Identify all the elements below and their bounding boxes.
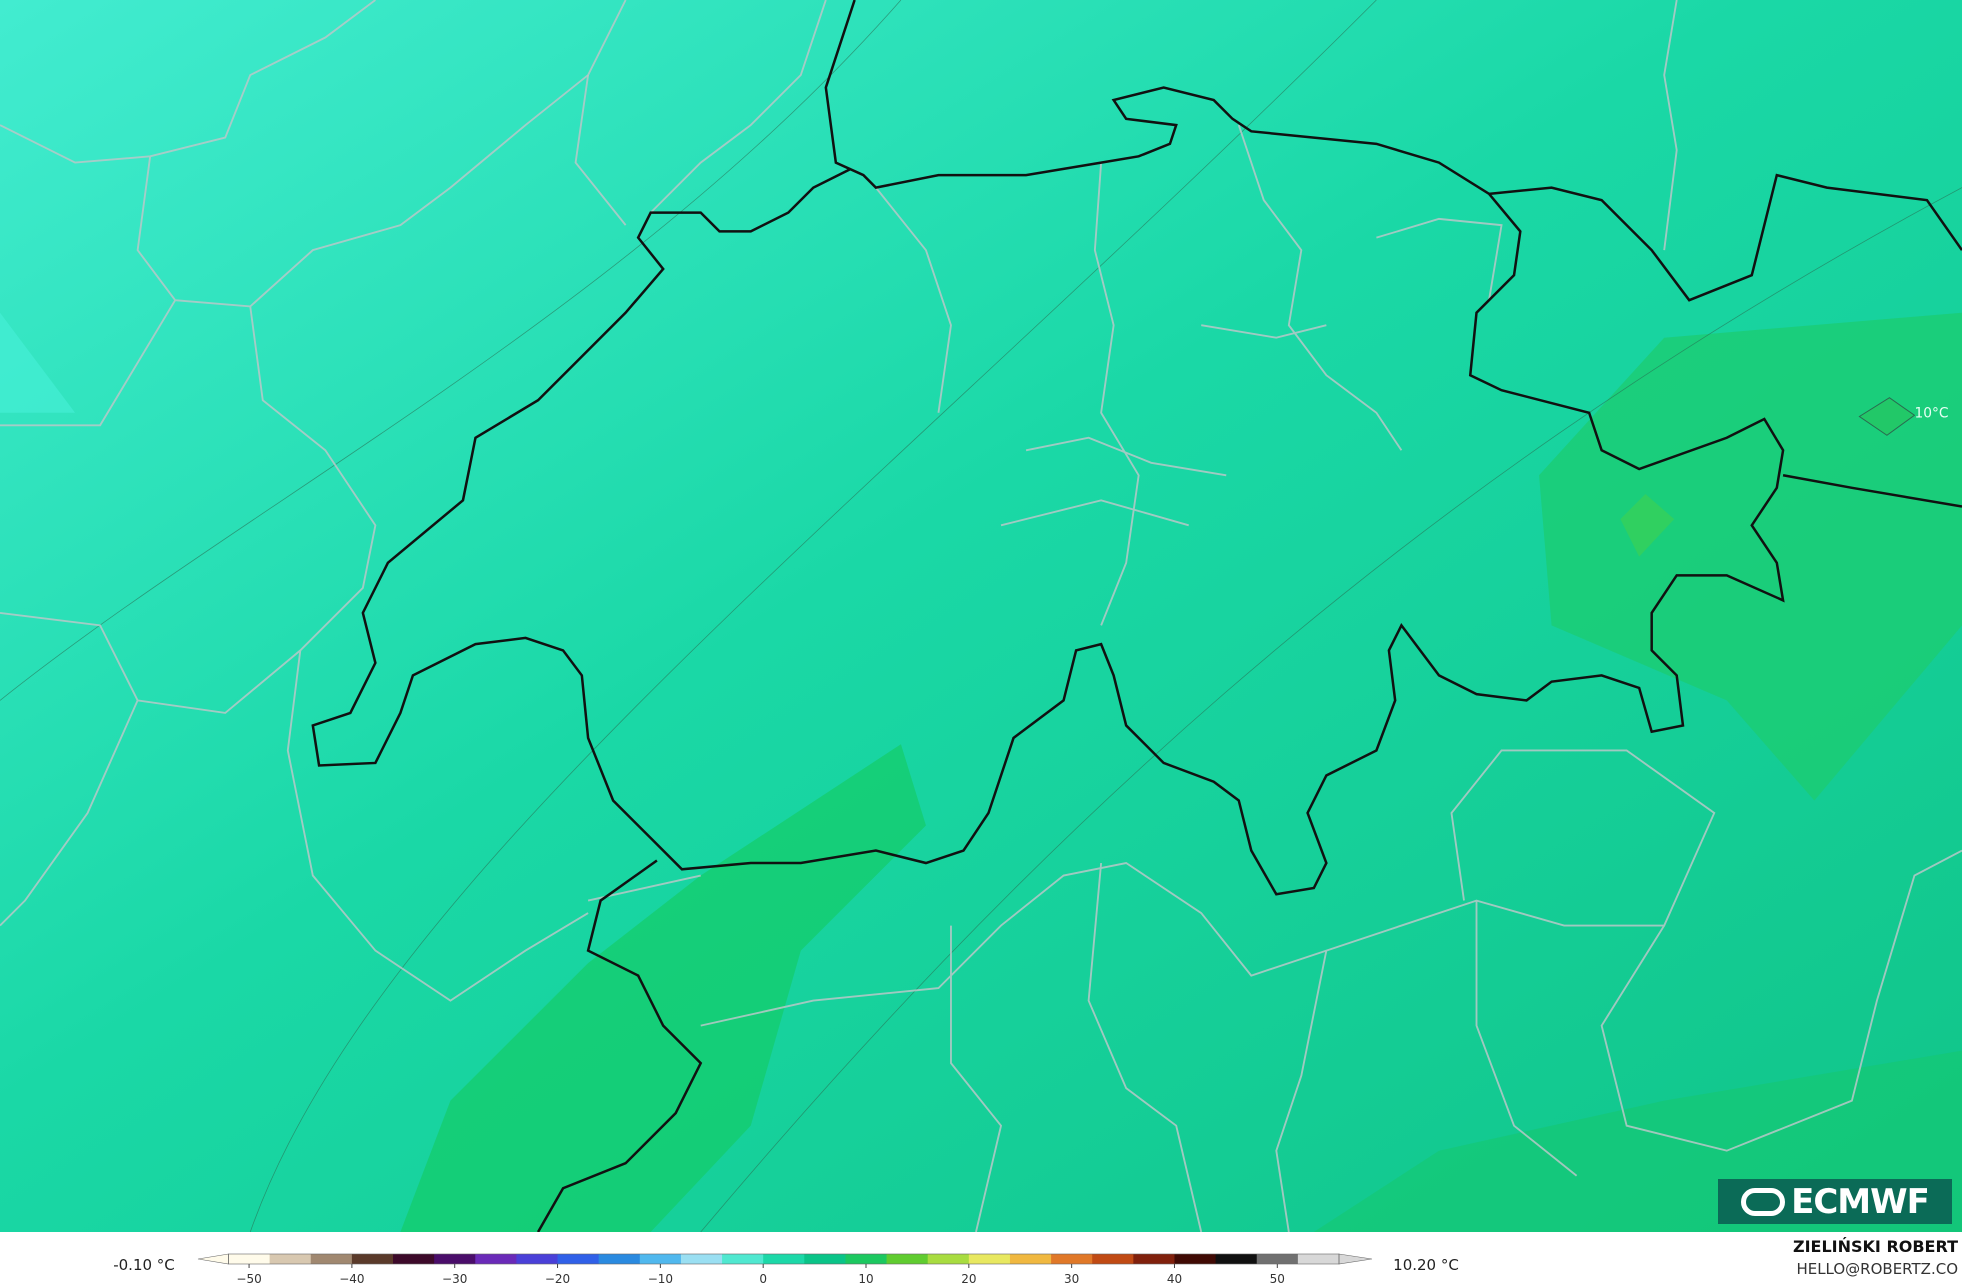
- credit-author: ZIELIŃSKI ROBERT: [1793, 1237, 1958, 1256]
- country-border: [536, 173, 1962, 1232]
- temperature-area: [1539, 312, 1962, 801]
- logo: ECMWF: [1718, 1179, 1952, 1224]
- country-border: [311, 0, 1785, 896]
- colorbar-strip: -0.10 °C 10.20 °C ZIELIŃSKI ROBERT HELLO…: [113, 1237, 1958, 1286]
- colorbar-extend-low: [197, 1253, 229, 1265]
- colorbar-tick-label: −50: [236, 1272, 261, 1286]
- temperature-area: [0, 312, 76, 413]
- colorbar-tick-label: 30: [1064, 1272, 1079, 1286]
- contour-label: 10°C: [1914, 406, 1948, 422]
- credit-contact: HELLO@ROBERTZ.CO: [1796, 1260, 1958, 1278]
- colorbar-segment: [598, 1254, 641, 1264]
- logo-text: ECMWF: [1791, 1181, 1930, 1222]
- colorbar-tick-label: −40: [339, 1272, 364, 1286]
- admin-border: [587, 749, 1962, 1232]
- max-label: 10.20 °C: [1393, 1256, 1459, 1274]
- colorbar-segment: [804, 1254, 846, 1264]
- map: 10°C: [0, 0, 1962, 1232]
- colorbar: −50 −40 −30 −20 −10 0 10 20 30 40 50: [197, 1253, 1373, 1286]
- colorbar-tick-label: 20: [961, 1272, 976, 1286]
- colorbar-segment: [1092, 1254, 1134, 1264]
- temperature-area: [400, 744, 926, 1232]
- colorbar-segment: [1256, 1254, 1299, 1264]
- colorbar-segment: [927, 1254, 970, 1264]
- colorbar-tick-label: 40: [1167, 1272, 1182, 1286]
- colorbar-segment: [1215, 1254, 1258, 1264]
- temperature-area: [1620, 494, 1675, 557]
- colorbar-segment: [1174, 1254, 1217, 1264]
- colorbar-segment: [557, 1254, 600, 1264]
- colorbar-tick-label: 50: [1270, 1272, 1285, 1286]
- colorbar-tick-label: −30: [442, 1272, 467, 1286]
- colorbar-segment: [228, 1254, 271, 1264]
- colorbar-segment: [845, 1254, 888, 1264]
- colorbar-segment: [680, 1254, 723, 1264]
- colorbar-segment: [351, 1254, 394, 1264]
- admin-border: [574, 0, 1678, 626]
- colorbar-segment: [763, 1254, 805, 1264]
- colorbar-segment: [475, 1254, 517, 1264]
- colorbar-segment: [1009, 1254, 1052, 1264]
- colorbar-segment: [722, 1254, 764, 1264]
- contour: [1858, 397, 1916, 436]
- colorbar-segment: [1051, 1254, 1093, 1264]
- colorbar-segment: [639, 1254, 682, 1264]
- colorbar-segment: [310, 1254, 353, 1264]
- colorbar-segment: [516, 1254, 559, 1264]
- colorbar-outline: [228, 1253, 1340, 1265]
- colorbar-tick-label: 10: [858, 1272, 873, 1286]
- colorbar-segment: [1297, 1254, 1340, 1264]
- colorbar-segment: [393, 1254, 435, 1264]
- colorbar-segment: [968, 1254, 1011, 1264]
- colorbar-tick-label: −20: [545, 1272, 570, 1286]
- min-label: -0.10 °C: [113, 1256, 175, 1274]
- colorbar-tick-label: −10: [648, 1272, 673, 1286]
- logo-icon: [1741, 1187, 1786, 1216]
- colorbar-segment: [886, 1254, 929, 1264]
- colorbar-segment: [269, 1254, 312, 1264]
- contour: [0, 0, 1962, 1232]
- colorbar-segment: [1133, 1254, 1175, 1264]
- colorbar-tick-label: 0: [759, 1272, 767, 1286]
- admin-border: [0, 0, 627, 1002]
- colorbar-segment: [434, 1254, 476, 1264]
- colorbar-extend-high: [1338, 1253, 1373, 1265]
